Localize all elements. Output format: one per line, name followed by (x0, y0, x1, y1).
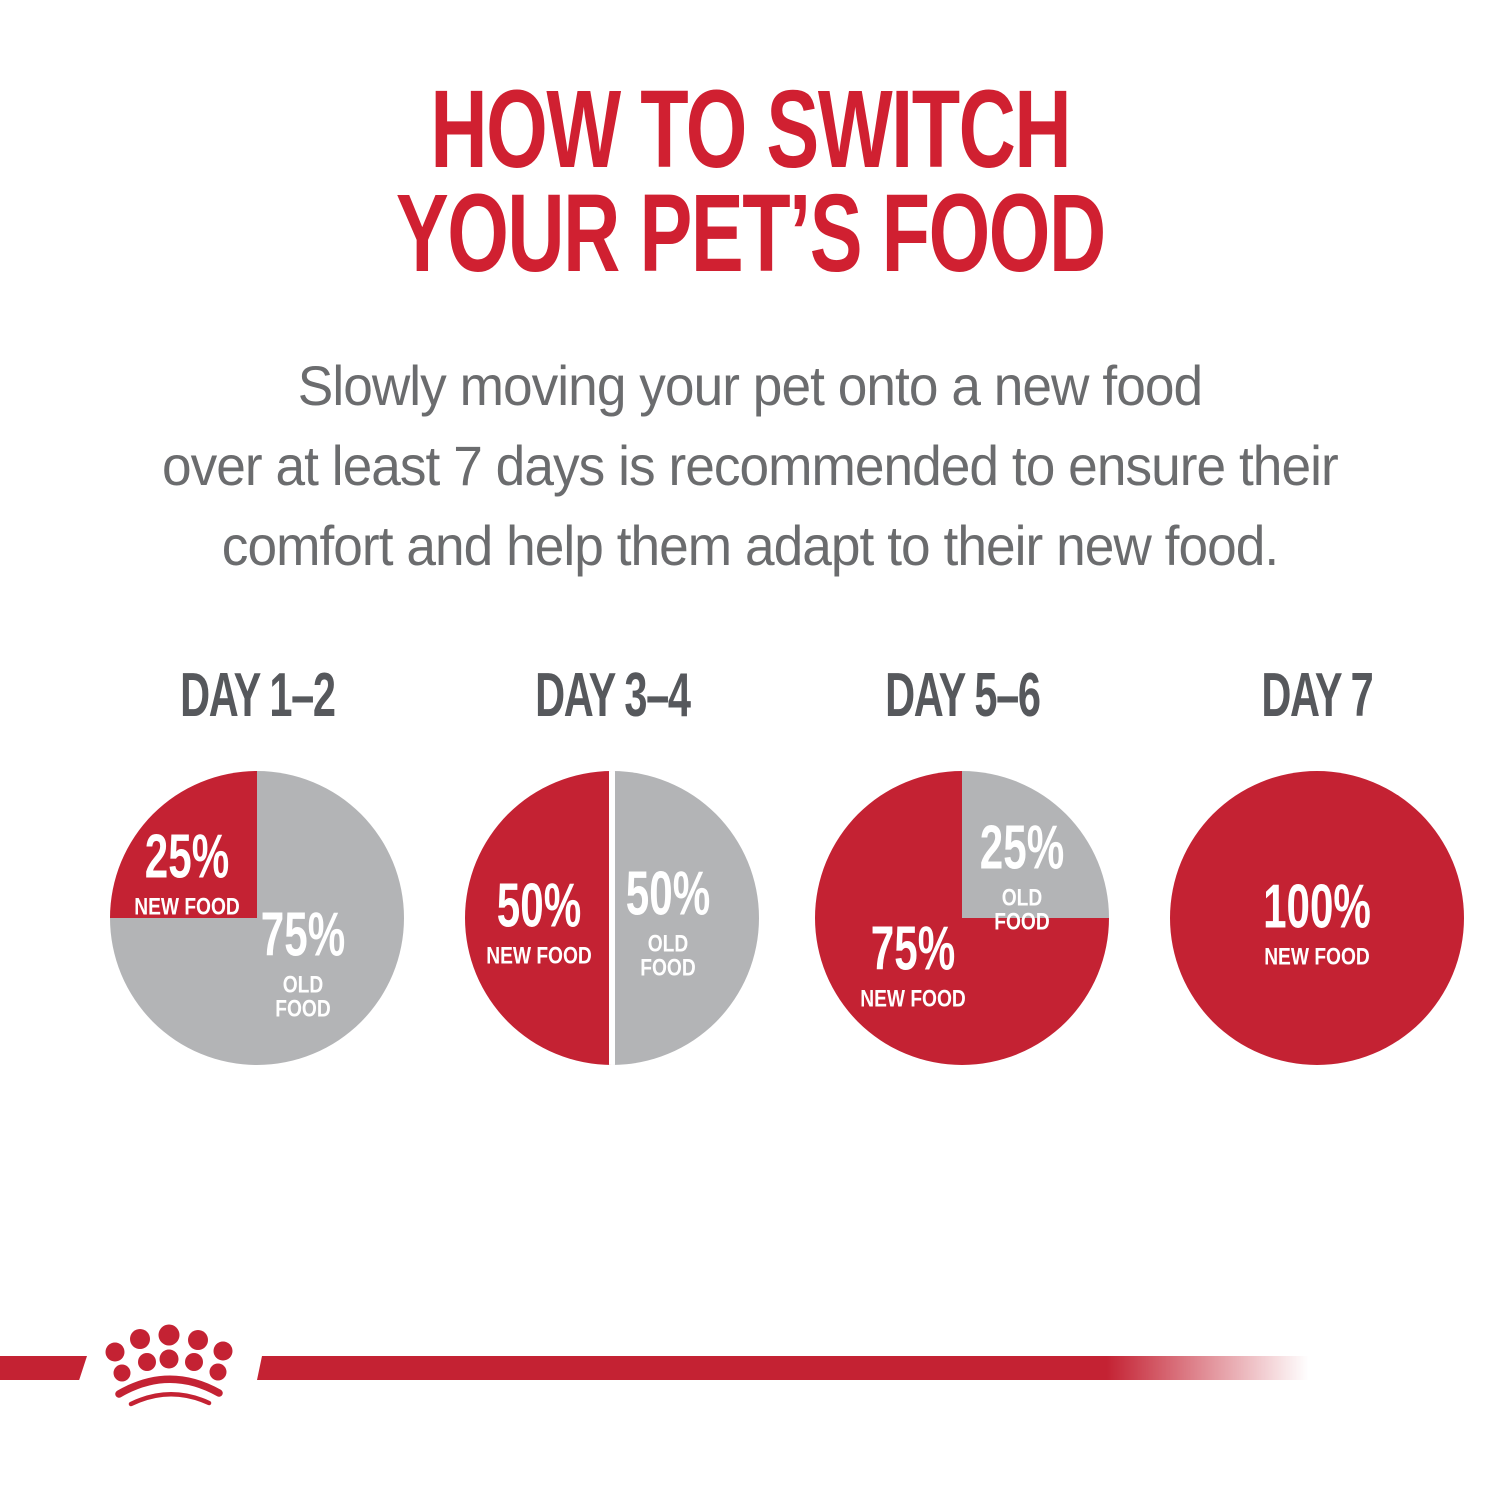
page-title-line-2: YOUR PET’S FOOD (395, 172, 1106, 295)
footer-accent-band-right (257, 1356, 1319, 1380)
pie-chart-day-1-2: 25% NEW FOOD 75% OLD FOOD (110, 771, 404, 1065)
slice-name: OLD FOOD (640, 930, 696, 982)
slice-name: OLD FOOD (275, 971, 331, 1023)
new-food-slice-label: 75% NEW FOOD (847, 914, 979, 1013)
pie-chart-day-7: 100% NEW FOOD (1170, 771, 1464, 1065)
intro-text-line-1: Slowly moving your pet onto a new food (297, 354, 1203, 417)
day-range-label: DAY 7 (1261, 661, 1373, 730)
slice-percentage: 50% (496, 871, 582, 941)
slice-name: NEW FOOD (860, 985, 966, 1013)
day-range-label: DAY 5–6 (884, 661, 1041, 730)
crown-dots (105, 1324, 233, 1382)
slice-percentage: 75% (870, 914, 956, 984)
day-range-label: DAY 3–4 (534, 661, 691, 730)
crown-arc-outer (115, 1375, 223, 1398)
page-title: HOW TO SWITCH YOUR PET’S FOOD (0, 68, 1500, 295)
footer-accent-band-left (0, 1356, 87, 1380)
old-food-slice-label: 25% OLD FOOD (960, 813, 1084, 936)
old-food-slice-label: 75% OLD FOOD (241, 900, 365, 1023)
slice-percentage: 25% (144, 822, 230, 892)
day-range-label: DAY 1–2 (179, 661, 336, 730)
pie-half-divider (609, 771, 615, 1065)
crown-arc-inner (128, 1392, 212, 1407)
pie-chart-day-3-4: 50% NEW FOOD 50% OLD FOOD (465, 771, 759, 1065)
slice-name: NEW FOOD (134, 893, 240, 921)
slice-name: NEW FOOD (1264, 943, 1370, 971)
intro-text: Slowly moving your pet onto a new food o… (0, 346, 1500, 586)
chart-day-3-4: DAY 3–4 50% NEW FOOD 50% OLD FOOD (452, 655, 772, 1075)
slice-percentage: 25% (979, 813, 1065, 883)
page-title-line-1: HOW TO SWITCH (430, 68, 1071, 191)
slice-name: OLD FOOD (994, 884, 1050, 936)
chart-day-7: DAY 7 100% NEW FOOD (1157, 655, 1477, 1075)
intro-text-line-2: over at least 7 days is recommended to e… (162, 434, 1339, 497)
new-food-slice-label: 50% NEW FOOD (473, 871, 605, 970)
royal-canin-crown-logo (105, 1324, 233, 1407)
intro-text-line-3: comfort and help them adapt to their new… (221, 514, 1279, 577)
new-food-slice-label: 25% NEW FOOD (121, 822, 253, 921)
old-food-slice-label: 50% OLD FOOD (606, 859, 730, 982)
new-food-slice-label: 100% NEW FOOD (1238, 872, 1397, 971)
pie-chart-day-5-6: 25% OLD FOOD 75% NEW FOOD (815, 771, 1109, 1065)
slice-percentage: 50% (625, 859, 711, 929)
slice-name: NEW FOOD (486, 942, 592, 970)
chart-day-1-2: DAY 1–2 25% NEW FOOD 75% OLD FOOD (97, 655, 417, 1075)
chart-day-5-6: DAY 5–6 25% OLD FOOD 75% NEW FOOD (802, 655, 1122, 1075)
slice-percentage: 100% (1263, 872, 1371, 942)
slice-percentage: 75% (260, 900, 346, 970)
